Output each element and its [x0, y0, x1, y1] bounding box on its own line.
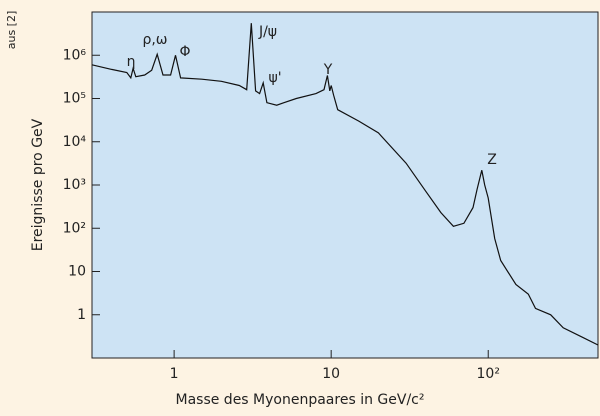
x-axis-label: Masse des Myonenpaares in GeV/c²: [176, 392, 425, 408]
plot-area: [91, 11, 599, 359]
spectrum-line: [91, 23, 599, 346]
y-tick-label: 10³: [63, 177, 86, 193]
y-tick-label: 10⁶: [63, 47, 87, 63]
x-tick-label: 1: [170, 366, 179, 382]
peak-label: Υ: [323, 62, 333, 78]
x-tick-label: 10: [322, 366, 340, 382]
source-note: aus [2]: [5, 11, 18, 50]
x-tick-label: 10²: [477, 366, 500, 382]
peak-label: ρ,ω: [142, 32, 167, 48]
y-axis-label: Ereignisse pro GeV: [30, 118, 46, 251]
peak-label: ψ': [268, 70, 281, 86]
peak-label: Z: [487, 152, 497, 168]
peak-label: Φ: [179, 44, 190, 60]
peak-label: J/ψ: [258, 24, 277, 40]
peak-label: η: [127, 54, 136, 70]
y-tick-label: 1: [77, 307, 86, 323]
y-tick-label: 10: [68, 264, 86, 280]
y-tick-label: 10⁴: [63, 134, 87, 150]
y-tick-label: 10⁵: [63, 91, 86, 107]
y-tick-label: 10²: [63, 220, 86, 236]
